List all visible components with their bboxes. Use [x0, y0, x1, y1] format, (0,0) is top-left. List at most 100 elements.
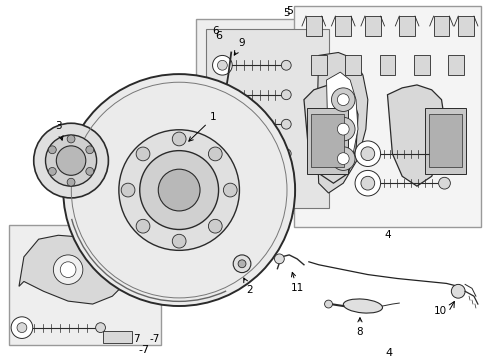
Bar [305, 16, 321, 36]
Bar [293, 6, 480, 228]
Circle shape [212, 55, 232, 75]
Circle shape [324, 300, 332, 308]
Circle shape [217, 119, 227, 129]
Circle shape [281, 60, 290, 70]
Text: 1: 1 [188, 112, 216, 141]
Circle shape [53, 255, 82, 284]
Text: 5: 5 [283, 8, 289, 18]
Bar [335, 16, 350, 36]
Circle shape [233, 255, 250, 273]
Text: 9: 9 [234, 38, 245, 55]
Circle shape [360, 176, 374, 190]
Text: 4: 4 [385, 348, 392, 358]
Circle shape [63, 74, 294, 306]
Circle shape [34, 123, 108, 198]
Text: 10: 10 [433, 306, 447, 316]
Bar [364, 16, 380, 36]
Text: 6: 6 [215, 31, 222, 41]
Circle shape [67, 135, 75, 143]
Text: 6: 6 [212, 26, 218, 36]
Circle shape [48, 146, 56, 154]
Text: 8: 8 [356, 318, 363, 337]
Polygon shape [304, 85, 357, 183]
Text: -7: -7 [149, 334, 160, 345]
Circle shape [331, 147, 354, 170]
Circle shape [274, 254, 284, 264]
Circle shape [60, 262, 76, 278]
Circle shape [136, 147, 150, 161]
Circle shape [238, 260, 245, 268]
Circle shape [212, 144, 232, 163]
Circle shape [337, 153, 348, 165]
Circle shape [331, 88, 354, 112]
Circle shape [337, 94, 348, 105]
Circle shape [281, 178, 290, 188]
Text: 5: 5 [285, 6, 292, 16]
Text: 2: 2 [244, 278, 253, 295]
Circle shape [158, 169, 200, 211]
Circle shape [96, 323, 105, 333]
Circle shape [217, 149, 227, 159]
Circle shape [281, 149, 290, 159]
Bar [9, 225, 161, 345]
Bar [345, 55, 360, 75]
Ellipse shape [343, 299, 382, 313]
Bar [310, 114, 344, 167]
Circle shape [354, 141, 380, 166]
Bar [428, 114, 461, 167]
Circle shape [281, 119, 290, 129]
Circle shape [331, 117, 354, 141]
Circle shape [354, 170, 380, 196]
Circle shape [86, 146, 94, 154]
Circle shape [45, 135, 97, 186]
Bar [379, 55, 394, 75]
Circle shape [212, 174, 232, 193]
Circle shape [172, 132, 185, 146]
Bar [433, 16, 448, 36]
Bar [306, 108, 347, 174]
Circle shape [217, 178, 227, 188]
Polygon shape [316, 53, 367, 193]
Circle shape [172, 234, 185, 248]
Circle shape [438, 148, 449, 159]
Circle shape [48, 167, 56, 175]
Text: 3: 3 [55, 121, 63, 140]
Bar [205, 29, 328, 208]
Bar [447, 55, 463, 75]
Circle shape [281, 90, 290, 100]
Polygon shape [326, 72, 357, 174]
Circle shape [337, 123, 348, 135]
Circle shape [217, 60, 227, 70]
Circle shape [228, 189, 236, 197]
Bar [196, 19, 382, 213]
Circle shape [212, 114, 232, 134]
Polygon shape [386, 85, 444, 186]
Polygon shape [19, 235, 132, 304]
Circle shape [136, 219, 150, 233]
Text: 11: 11 [290, 273, 303, 293]
Circle shape [438, 177, 449, 189]
Circle shape [208, 219, 222, 233]
Circle shape [119, 130, 239, 250]
Circle shape [223, 183, 237, 197]
Bar [399, 16, 414, 36]
Bar [310, 55, 326, 75]
Polygon shape [102, 330, 132, 343]
Circle shape [17, 323, 27, 333]
Circle shape [67, 178, 75, 186]
Text: -7: -7 [138, 345, 149, 355]
Circle shape [208, 147, 222, 161]
Circle shape [11, 317, 33, 338]
Bar [413, 55, 429, 75]
Circle shape [140, 150, 218, 229]
Circle shape [212, 85, 232, 104]
Circle shape [121, 183, 135, 197]
Circle shape [86, 167, 94, 175]
Circle shape [360, 147, 374, 161]
Circle shape [217, 90, 227, 100]
Bar [424, 108, 465, 174]
Text: 7: 7 [133, 334, 140, 345]
Text: 4: 4 [384, 230, 390, 240]
Circle shape [450, 284, 464, 298]
Bar [457, 16, 473, 36]
